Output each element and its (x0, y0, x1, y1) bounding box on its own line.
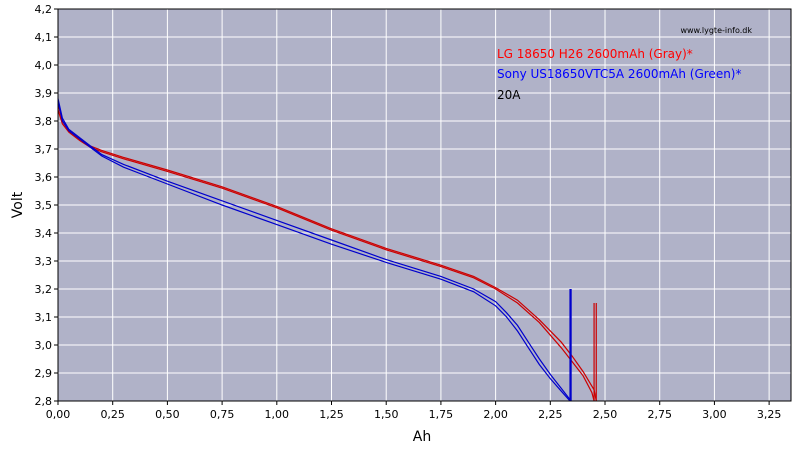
tick-labels: 0,00 0,25 0,50 0,75 1,00 1,25 1,50 1,75 2,00 2,25… (35, 3, 782, 421)
y-tick-label: 3,4 (35, 227, 53, 240)
y-tick-label: 3,1 (35, 311, 53, 324)
legend-entry-lg: LG 18650 H26 2600mAh (Gray)* (497, 47, 693, 61)
plot-border (57, 8, 792, 402)
x-tick-label: 0,50 (155, 408, 180, 421)
y-tick-label: 3,0 (35, 339, 53, 352)
y-tick-label: 3,6 (35, 171, 53, 184)
x-tick-label: 1,25 (319, 408, 344, 421)
series-line-2 (57, 101, 571, 402)
y-tick-label: 3,3 (35, 255, 53, 268)
series-lines (57, 98, 597, 402)
legend-entry-current: 20A (497, 88, 521, 102)
watermark: www.lygte-info.dk (680, 26, 752, 35)
y-tick-label: 2,8 (35, 395, 53, 408)
x-tick-label: 1,00 (265, 408, 290, 421)
x-tick-label: 3,25 (757, 408, 782, 421)
y-tick-label: 3,9 (35, 87, 53, 100)
y-tick-label: 3,5 (35, 199, 53, 212)
y-axis-title: Volt (10, 191, 26, 218)
y-tick-label: 3,7 (35, 143, 53, 156)
y-tick-label: 3,8 (35, 115, 53, 128)
y-tick-label: 2,9 (35, 367, 53, 380)
x-tick-label: 0,75 (210, 408, 235, 421)
x-tick-label: 2,75 (647, 408, 672, 421)
x-tick-label: 1,50 (374, 408, 399, 421)
y-tick-label: 3,2 (35, 283, 53, 296)
x-tick-label: 3,00 (702, 408, 727, 421)
x-tick-label: 1,75 (429, 408, 454, 421)
x-tick-label: 2,00 (483, 408, 508, 421)
y-tick-label: 4,1 (35, 31, 53, 44)
y-tick-label: 4,2 (35, 3, 53, 16)
x-tick-label: 2,25 (538, 408, 563, 421)
x-tick-label: 2,50 (593, 408, 618, 421)
x-tick-label: 0,00 (46, 408, 71, 421)
x-tick-label: 0,25 (100, 408, 125, 421)
x-axis-title: Ah (413, 429, 431, 445)
series-line-3 (57, 98, 572, 402)
legend-entry-sony: Sony US18650VTC5A 2600mAh (Green)* (497, 67, 742, 81)
y-tick-label: 4,0 (35, 59, 53, 72)
